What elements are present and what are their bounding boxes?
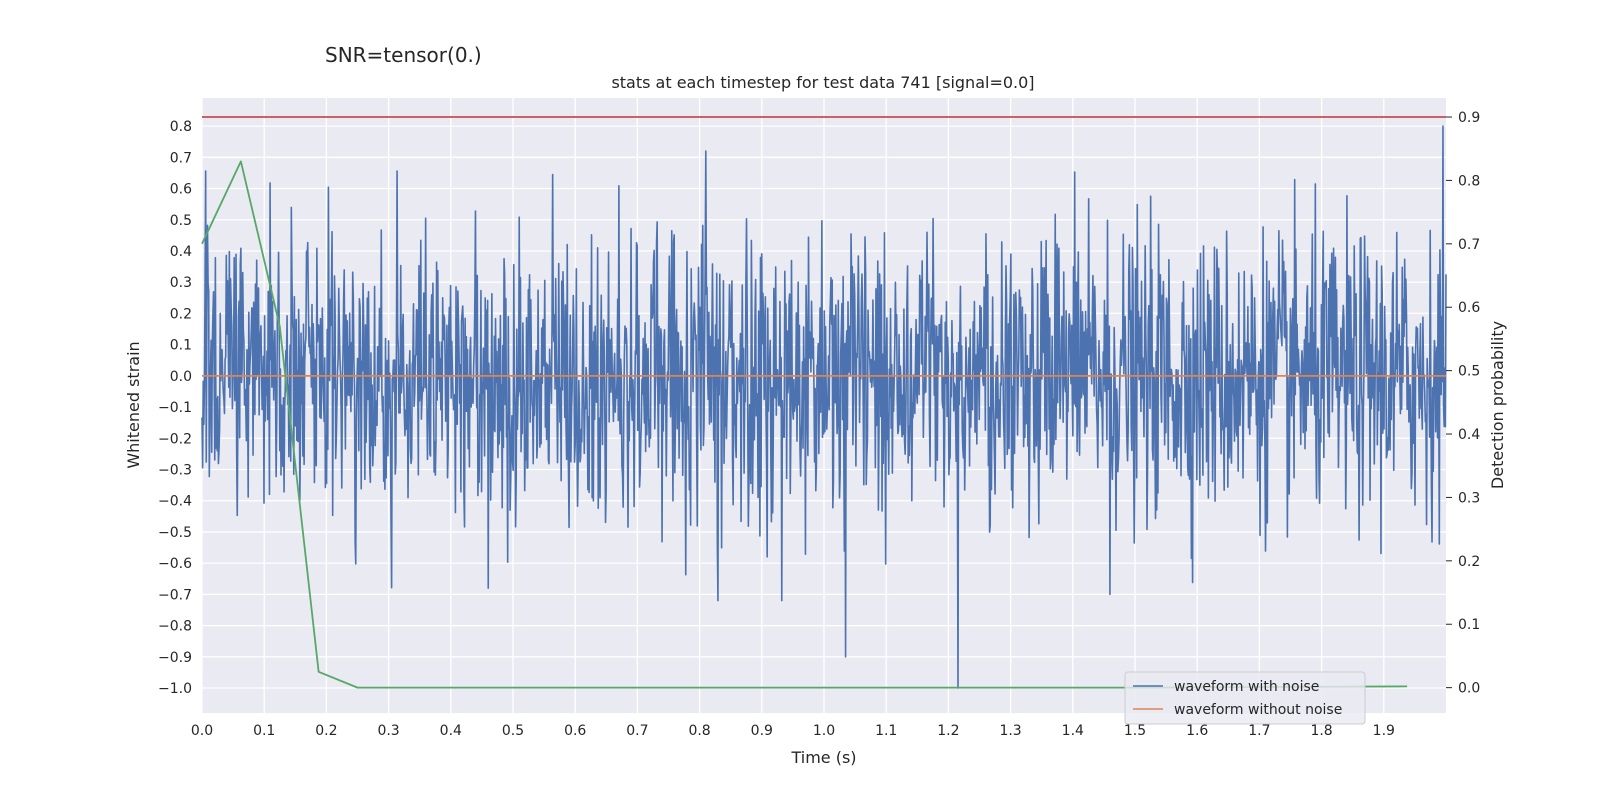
y2-tick-label: 0.8: [1458, 173, 1480, 189]
x-tick-label: 1.7: [1248, 723, 1270, 739]
x-tick-label: 1.3: [999, 723, 1021, 739]
series-layer: [201, 116, 1447, 689]
y2-tick-label: 0.4: [1458, 427, 1480, 443]
y2-tick-label: 0.2: [1458, 554, 1480, 570]
x-tick-label: 0.7: [626, 723, 648, 739]
y2-tick-labels: 0.9 0.8 0.7 0.6 0.5 0.4 0.3 0.2 0.1 0.0: [1446, 110, 1480, 697]
y2-tick-label: 0.5: [1458, 364, 1480, 380]
y-tick-label: −1.0: [158, 681, 192, 697]
y-tick-label: −0.8: [158, 619, 192, 635]
series-line-2: [201, 160, 1408, 689]
y-tick-label: −0.5: [158, 525, 192, 541]
legend-box: [1124, 671, 1366, 725]
y-tick-label: 0.1: [170, 338, 192, 354]
series-line-0: [201, 125, 1447, 689]
x-axis-label: Time (s): [790, 748, 856, 767]
y-tick-label: −0.3: [158, 462, 192, 478]
y2-tick-label: 0.6: [1458, 300, 1480, 316]
y-tick-label: 0.3: [170, 275, 192, 291]
y-tick-label: −0.4: [158, 494, 192, 510]
y-tick-label: 0.6: [170, 182, 192, 198]
y2-tick-label: 0.7: [1458, 237, 1480, 253]
y2-axis-label: Detection probability: [1488, 321, 1507, 489]
x-tick-label: 1.1: [875, 723, 897, 739]
y-tick-label: 0.7: [170, 150, 192, 166]
x-tick-label: 1.6: [1186, 723, 1208, 739]
x-tick-label: 0.6: [564, 723, 586, 739]
y-tick-label: −0.2: [158, 431, 192, 447]
y-tick-labels: 0.8 0.7 0.6 0.5 0.4 0.3 0.2 0.1 0.0 −0.1 −0.2 −0.3 −…: [158, 119, 192, 697]
x-tick-label: 0.9: [751, 723, 773, 739]
x-tick-label: 1.5: [1124, 723, 1146, 739]
x-tick-label: 1.4: [1062, 723, 1084, 739]
x-tick-label: 1.2: [937, 723, 959, 739]
legend: waveform with noise waveform without noi…: [1124, 671, 1366, 725]
chart-suptitle: SNR=tensor(0.): [325, 43, 482, 67]
y-tick-label: 0.2: [170, 306, 192, 322]
x-tick-label: 1.0: [813, 723, 835, 739]
chart-title: stats at each timestep for test data 741…: [611, 73, 1034, 92]
y-tick-label: 0.4: [170, 244, 192, 260]
x-tick-label: 0.8: [688, 723, 710, 739]
y-tick-label: −0.6: [158, 556, 192, 572]
y2-tick-label: 0.0: [1458, 681, 1480, 697]
legend-entry-clean: waveform without noise: [1174, 702, 1342, 718]
y2-tick-label: 0.3: [1458, 490, 1480, 506]
x-tick-label: 0.5: [502, 723, 524, 739]
y-tick-label: 0.5: [170, 213, 192, 229]
y2-tick-label: 0.9: [1458, 110, 1480, 126]
x-tick-label: 1.9: [1373, 723, 1395, 739]
y-tick-label: −0.7: [158, 587, 192, 603]
y-tick-label: 0.8: [170, 119, 192, 135]
legend-entry-noise: waveform with noise: [1174, 679, 1319, 695]
y-tick-label: −0.1: [158, 400, 192, 416]
x-tick-label: 0.0: [191, 723, 213, 739]
y-tick-label: −0.9: [158, 650, 192, 666]
y2-tick-label: 0.1: [1458, 617, 1480, 633]
x-tick-labels: 0.0 0.1 0.2 0.3 0.4 0.5 0.6 0.7 0.8 0.9 1.0 1.1 1.2 1…: [191, 723, 1395, 739]
y-tick-label: 0.0: [170, 369, 192, 385]
x-tick-label: 0.1: [253, 723, 275, 739]
x-tick-label: 1.8: [1310, 723, 1332, 739]
y-axis-label: Whitened strain: [124, 341, 143, 468]
x-tick-label: 0.2: [315, 723, 337, 739]
x-tick-label: 0.4: [440, 723, 462, 739]
x-tick-label: 0.3: [377, 723, 399, 739]
